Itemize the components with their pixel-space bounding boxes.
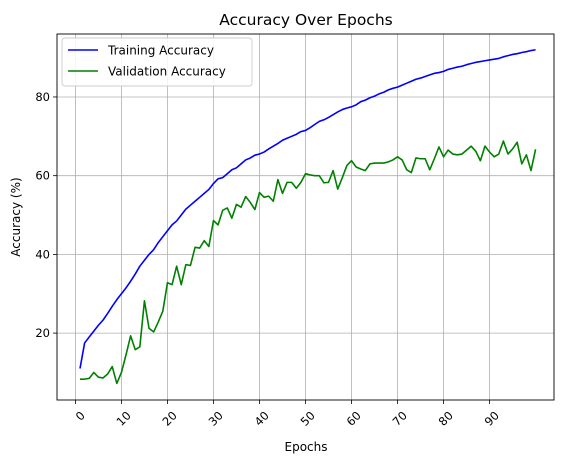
y-tick-label: 80 bbox=[35, 90, 50, 104]
y-tick-label: 60 bbox=[35, 169, 50, 183]
chart-title: Accuracy Over Epochs bbox=[219, 11, 392, 29]
legend-label-validation: Validation Accuracy bbox=[108, 65, 226, 79]
legend: Training Accuracy Validation Accuracy bbox=[62, 38, 252, 86]
y-tick-label: 20 bbox=[35, 326, 50, 340]
y-tick-label: 40 bbox=[35, 247, 50, 261]
x-axis-label: Epochs bbox=[285, 440, 328, 454]
legend-label-training: Training Accuracy bbox=[107, 44, 214, 58]
y-axis-label: Accuracy (%) bbox=[9, 177, 23, 256]
